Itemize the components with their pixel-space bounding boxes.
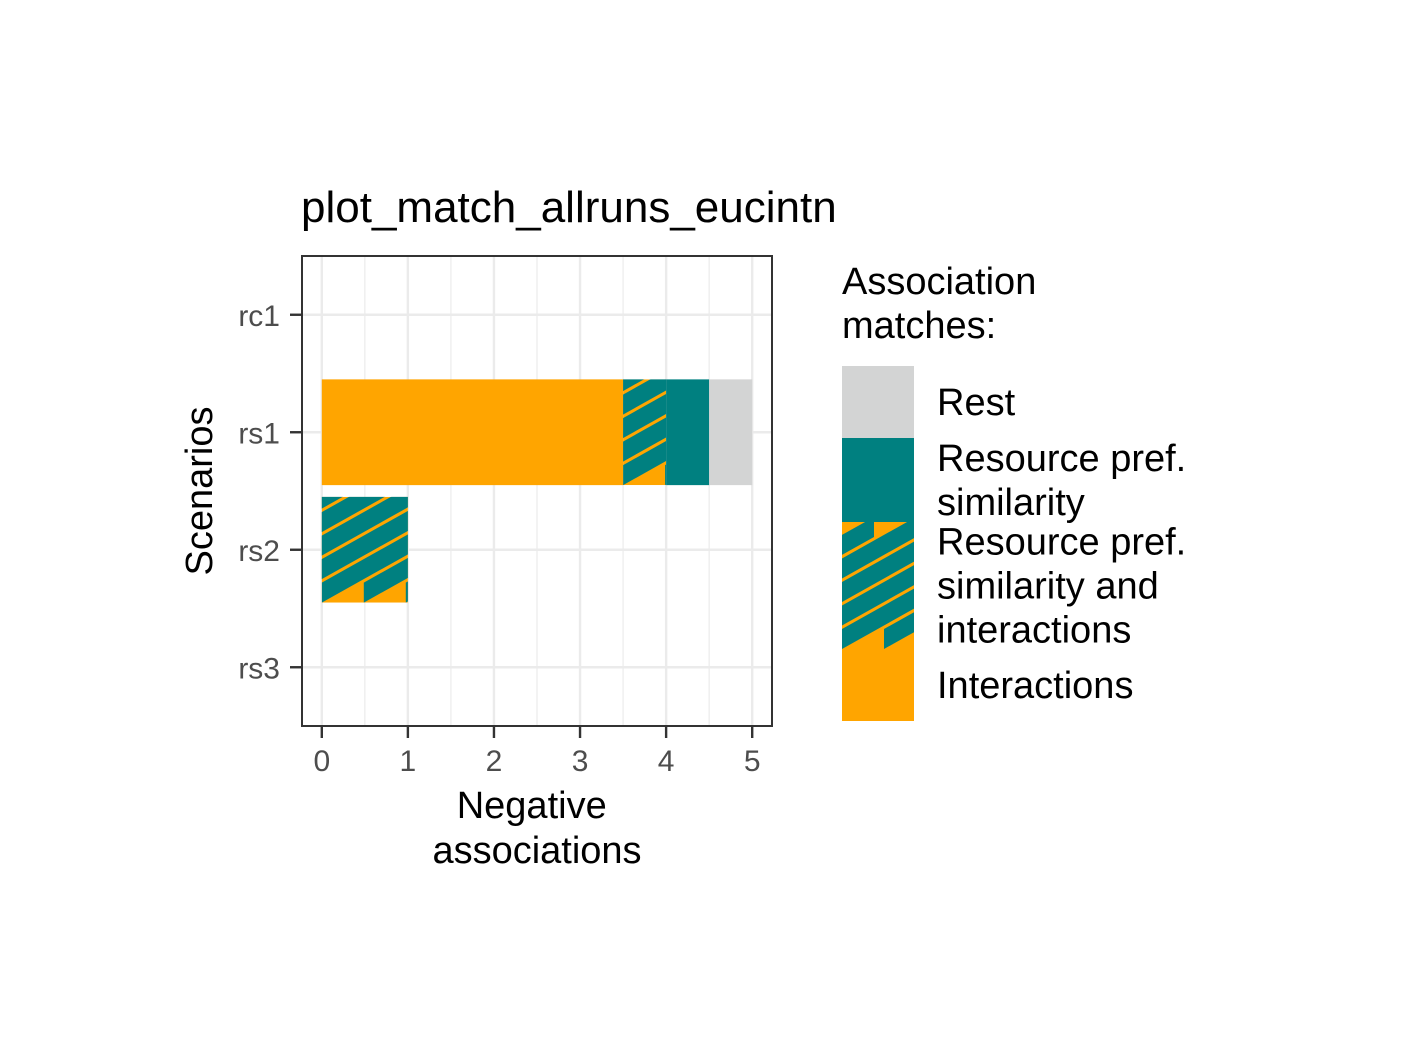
x-axis-title-line: Negative bbox=[457, 785, 607, 827]
legend-label-line: similarity and bbox=[937, 566, 1159, 608]
x-axis-title: Negative associations bbox=[432, 785, 641, 872]
legend-label-line: interactions bbox=[937, 610, 1131, 652]
legend-label: Resource pref. similarity bbox=[937, 438, 1186, 524]
legend-key-rest bbox=[842, 366, 914, 438]
y-tick-label: rc1 bbox=[238, 300, 280, 333]
y-tick-label: rs3 bbox=[238, 652, 280, 685]
stripe bbox=[842, 588, 914, 649]
stripe bbox=[623, 417, 667, 462]
y-axis-title: Scenarios bbox=[179, 407, 221, 576]
stripe bbox=[623, 379, 644, 392]
stripe bbox=[842, 522, 874, 555]
legend-label-line: Resource pref. bbox=[937, 522, 1186, 564]
legend-key-resource bbox=[842, 438, 914, 522]
stripe bbox=[363, 557, 408, 603]
x-tick-label: 1 bbox=[400, 745, 417, 778]
y-tick-label: rs1 bbox=[238, 417, 280, 450]
y-axis: rc1 rs1 rs2 rs3 bbox=[238, 300, 302, 685]
stripe bbox=[665, 464, 667, 486]
bar-segment bbox=[709, 379, 753, 486]
legend-title: Association matches: bbox=[842, 261, 1047, 347]
panel-border bbox=[301, 255, 773, 727]
stripe bbox=[321, 496, 385, 533]
stripe bbox=[842, 541, 914, 602]
x-tick-label: 3 bbox=[572, 745, 589, 778]
x-tick-label: 2 bbox=[486, 745, 503, 778]
stripe bbox=[321, 534, 408, 603]
y-tick-label: rs2 bbox=[238, 535, 280, 568]
legend-key-interactions bbox=[842, 649, 914, 721]
x-tick-label: 4 bbox=[658, 745, 675, 778]
stripe bbox=[842, 522, 914, 579]
stripe bbox=[623, 441, 667, 486]
legend-label-line: Interactions bbox=[937, 665, 1133, 707]
legend-label: Interactions bbox=[937, 665, 1133, 707]
grid bbox=[302, 256, 772, 726]
legend-label-line: similarity bbox=[937, 482, 1085, 524]
x-axis-title-line: associations bbox=[432, 830, 641, 872]
stripe bbox=[321, 510, 408, 580]
stripe bbox=[623, 379, 667, 415]
legend-title-line: Association bbox=[842, 261, 1036, 303]
bar-segment bbox=[666, 379, 710, 486]
stripe bbox=[405, 581, 408, 603]
legend-label-line: Resource pref. bbox=[937, 438, 1186, 480]
bar-segment bbox=[623, 379, 667, 486]
legend-label: Rest bbox=[937, 382, 1016, 424]
stripe bbox=[321, 496, 408, 556]
legend-key-both bbox=[842, 522, 914, 649]
legend-label: Resource pref. similarity and interactions bbox=[937, 522, 1186, 652]
legend-title-line: matches: bbox=[842, 305, 996, 347]
x-axis: 0 1 2 3 4 5 bbox=[313, 726, 761, 778]
legend-label-line: Rest bbox=[937, 382, 1016, 424]
stripe bbox=[884, 612, 914, 649]
stripe bbox=[321, 496, 343, 509]
x-tick-label: 5 bbox=[744, 745, 761, 778]
chart-title: plot_match_allruns_eucintn bbox=[301, 183, 837, 232]
x-tick-label: 0 bbox=[313, 745, 330, 778]
bar-segment bbox=[321, 496, 408, 603]
bars bbox=[321, 379, 753, 603]
stripe bbox=[842, 565, 914, 626]
bar-segment bbox=[321, 379, 624, 486]
stripe bbox=[623, 393, 667, 439]
